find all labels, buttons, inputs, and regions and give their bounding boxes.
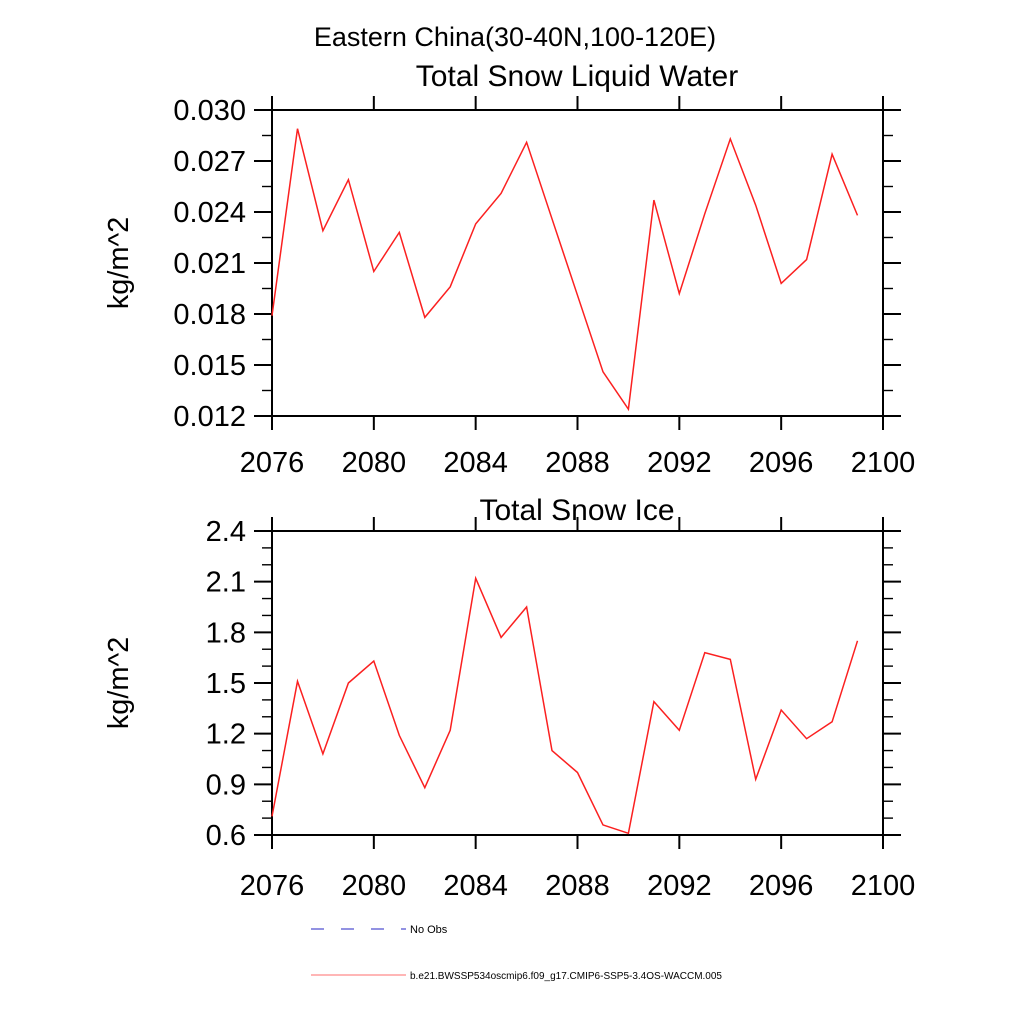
y-tick-label: 0.018 bbox=[173, 299, 246, 331]
x-tick-label: 2080 bbox=[342, 870, 407, 902]
y-tick-label: 0.021 bbox=[173, 248, 246, 280]
chart-total-snow-ice: Total Snow Ice kg/m^2 2076 2080 2084 2088 20… bbox=[103, 494, 915, 902]
series-line bbox=[271, 128, 859, 412]
y-axis-label: kg/m^2 bbox=[103, 217, 135, 310]
x-tick-label: 2092 bbox=[647, 870, 712, 902]
x-tick-label: 2084 bbox=[443, 870, 508, 902]
x-tick-label: 2096 bbox=[749, 870, 814, 902]
x-tick-label: 2096 bbox=[749, 447, 814, 479]
plot-frame bbox=[271, 109, 884, 417]
x-tick-label: 2100 bbox=[851, 447, 916, 479]
y-tick-label: 0.012 bbox=[173, 401, 246, 433]
y-axis-label: kg/m^2 bbox=[103, 637, 135, 730]
y-tick-label: 1.2 bbox=[206, 719, 246, 751]
y-tick-label: 0.030 bbox=[173, 95, 246, 127]
legend-series-label: b.e21.BWSSP534oscmip6.f09_g17.CMIP6-SSP5… bbox=[410, 971, 722, 982]
x-tick-label: 2092 bbox=[647, 447, 712, 479]
chart-total-snow-liquid-water: Total Snow Liquid Water kg/m^2 2076 2080 2… bbox=[103, 60, 915, 479]
y-tick-label: 1.8 bbox=[206, 617, 246, 649]
y-tick-label: 1.5 bbox=[206, 668, 246, 700]
chart-title: Total Snow Liquid Water bbox=[416, 60, 738, 93]
y-tick-label: 2.1 bbox=[206, 567, 246, 599]
figure-title: Eastern China(30-40N,100-120E) bbox=[314, 22, 716, 52]
y-tick-label: 0.015 bbox=[173, 350, 246, 382]
x-tick-label: 2076 bbox=[240, 447, 305, 479]
series-line bbox=[271, 575, 859, 835]
plot-area: 2076 2080 2084 2088 2092 2096 2100 0.6 0.9 1.2 1.5… bbox=[206, 516, 916, 902]
x-tick-label: 2100 bbox=[851, 870, 916, 902]
x-tick-label: 2076 bbox=[240, 870, 305, 902]
y-tick-label: 2.4 bbox=[206, 516, 246, 548]
y-tick-label: 0.6 bbox=[206, 820, 246, 852]
y-tick-label: 0.027 bbox=[173, 146, 246, 178]
x-tick-label: 2088 bbox=[545, 447, 610, 479]
y-tick-label: 0.024 bbox=[173, 197, 246, 229]
x-tick-label: 2080 bbox=[342, 447, 407, 479]
plot-area: 2076 2080 2084 2088 2092 2096 2100 0.012 0.015 0.… bbox=[173, 95, 915, 479]
x-tick-label: 2084 bbox=[443, 447, 508, 479]
y-tick-label: 0.9 bbox=[206, 769, 246, 801]
legend-no-obs-label: No Obs bbox=[410, 924, 448, 936]
x-tick-label: 2088 bbox=[545, 870, 610, 902]
legend: No Obs b.e21.BWSSP534oscmip6.f09_g17.CMI… bbox=[311, 924, 722, 982]
plot-frame bbox=[271, 530, 884, 836]
